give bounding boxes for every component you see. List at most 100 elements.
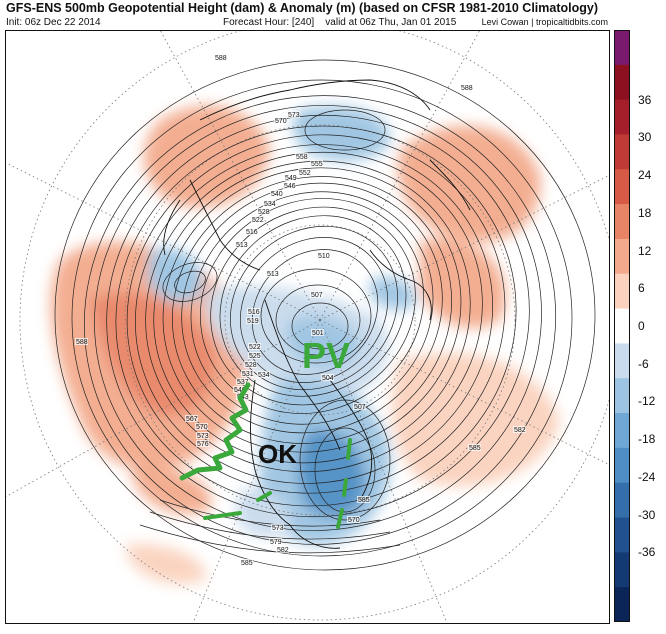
pv-annotation: PV (302, 335, 350, 376)
colorbar-swatch (614, 273, 630, 310)
contour-label-bg (246, 317, 259, 324)
colorbar-tick-label: 30 (638, 130, 652, 145)
colorbar-swatch (614, 482, 630, 519)
contour-label: 540 (271, 191, 283, 198)
contour-label-bg (310, 291, 323, 298)
colorbar-swatch (614, 552, 630, 588)
colorbar-swatch (614, 587, 630, 622)
graticule (5, 30, 610, 624)
contour-label-bg (75, 338, 88, 345)
colorbar-swatch (614, 447, 630, 484)
contour-label: 507 (354, 404, 366, 411)
contour-label-bg (247, 308, 260, 315)
colorbar-swatch (614, 517, 630, 553)
colorbar-tick-label: 36 (638, 92, 652, 107)
contour-label-bg (317, 252, 330, 259)
contour-label: 540 (234, 387, 246, 394)
contour-label-bg (257, 371, 270, 378)
colorbar-swatch (614, 64, 630, 101)
ok-annotation: OK (258, 439, 297, 469)
lower-green-dash-1 (203, 511, 242, 520)
contour-label-bg (271, 524, 284, 531)
colorbar-swatch (614, 238, 630, 275)
contour-label: 507 (311, 292, 323, 299)
contour-label: 516 (248, 309, 260, 316)
contour-label-bg (248, 343, 261, 350)
contour-label: 528 (258, 209, 270, 216)
contour-label-bg (263, 200, 276, 207)
init-time: Init: 06z Dec 22 2014 (6, 17, 101, 28)
contour-label: 573 (197, 433, 209, 440)
colorbar-swatch (614, 378, 630, 414)
contour-label-bg (347, 516, 360, 523)
colorbar-tick-label: 6 (638, 281, 645, 296)
hand-drawn-annotations (179, 382, 352, 529)
colorbar-swatch (614, 413, 630, 449)
colorbar-tick-label: 18 (638, 205, 652, 220)
contour-label: 534 (258, 372, 270, 379)
colorbar-tick-label: 0 (638, 319, 645, 333)
trough-dash-3 (336, 508, 344, 529)
contour-label: 534 (264, 201, 276, 208)
anomaly-colorbar (614, 30, 630, 622)
ridge-zigzag-line (179, 382, 251, 481)
contour-label: 522 (252, 217, 264, 224)
contour-label-bg (310, 160, 323, 167)
contour-label: 585 (358, 497, 370, 504)
contour-label: 513 (236, 242, 248, 249)
contour-label: 531 (242, 371, 254, 378)
contour-label: 513 (267, 271, 279, 278)
colorbar-swatch (614, 99, 630, 135)
trough-dash-2 (342, 478, 348, 497)
colorbar-swatch (614, 308, 630, 344)
contour-label: 537 (237, 379, 249, 386)
colorbar-border (614, 30, 630, 622)
contour-label: 570 (275, 118, 287, 125)
contour-label: 525 (249, 353, 261, 360)
contour-label-bg (298, 169, 311, 176)
colorbar-tick-label: -12 (638, 394, 656, 409)
map-title: GFS-ENS 500mb Geopotential Height (dam) … (6, 1, 598, 15)
contour-label-bg (284, 174, 297, 181)
contour-label: 588 (215, 55, 227, 62)
colorbar-swatch (614, 30, 630, 66)
contour-label: 588 (461, 85, 473, 92)
contour-label: 576 (197, 441, 209, 448)
contour-label-bg (283, 182, 296, 189)
contour-label-bg (357, 496, 370, 503)
contour-label-bg (353, 403, 366, 410)
contour-label: 585 (241, 560, 253, 567)
contour-label: 501 (312, 330, 324, 337)
contour-label-bg (276, 546, 289, 553)
colorbar-swatch (614, 134, 630, 170)
credit-text: Levi Cowan | tropicaltidbits.com (481, 17, 608, 27)
colorbar-tick-label: 12 (638, 243, 652, 258)
colorbar-tick-label: -36 (638, 545, 656, 560)
contour-label: 516 (246, 229, 258, 236)
contour-label-bg (235, 241, 248, 248)
geopotential-map: 5885735705885585555525495465405345285225… (5, 30, 610, 624)
contour-label-bg (241, 370, 254, 377)
forecast-hour: Forecast Hour: [240] valid at 06z Thu, J… (223, 17, 457, 28)
contour-label-bg (460, 84, 473, 91)
contour-label: 582 (277, 547, 289, 554)
coastlines (163, 79, 471, 549)
contour-label-bg (311, 329, 324, 336)
contour-label: 582 (514, 427, 526, 434)
contour-label: 567 (186, 416, 198, 423)
contour-label-bg (295, 153, 308, 160)
contour-label: 522 (249, 344, 261, 351)
contour-label-bg (233, 386, 246, 393)
colorbar-swatch (614, 343, 630, 379)
colorbar-tick-label: -18 (638, 432, 656, 447)
contour-label-bg (513, 426, 526, 433)
contour-label: 510 (318, 253, 330, 260)
contour-label: 519 (247, 318, 259, 325)
colorbar-swatch (614, 169, 630, 205)
colorbar-tick-label: -24 (638, 469, 656, 484)
contour-label-bg (245, 228, 258, 235)
contour-label-bg (240, 559, 253, 566)
contour-label: 573 (272, 525, 284, 532)
contour-label-bg (468, 444, 481, 451)
contour-label-bg (214, 54, 227, 61)
